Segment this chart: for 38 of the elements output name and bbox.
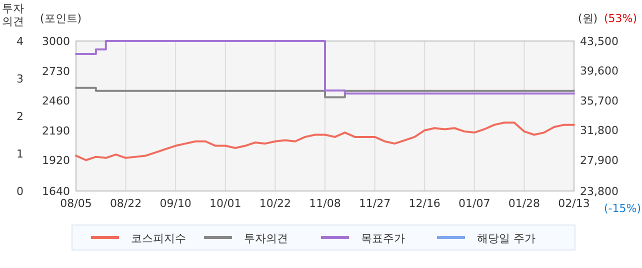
y2-axis-title: (원) [578,12,598,25]
y-tick-label: 3000 [42,35,70,48]
y2-tick-label: 39,600 [580,64,618,78]
x-tick-label: 08/05 [60,197,92,210]
y2-tick-label: 31,800 [580,124,618,138]
line-series [75,122,575,162]
y3-axis-title: 투자 의견 [2,2,24,28]
x-tick-label: 11/08 [309,197,341,210]
x-tick-label: 02/13 [558,197,590,210]
y3-tick-label: 1 [16,148,24,160]
y-tick-label: 1920 [42,154,70,168]
text: (53%) [604,12,638,25]
x-tick-label: 12/16 [408,197,440,210]
x-tick-label: 08/22 [110,197,142,210]
y2-tick-label: 27,900 [580,154,618,167]
y-axis-title: (포인트) [40,12,82,25]
text: (-15%) [604,202,642,215]
x-tick-label: 01/28 [508,197,540,210]
legend-label: 해당일 주가 [477,232,536,245]
y2-tick-label: 35,700 [580,94,618,108]
y2-tick-label: 23,800 [580,185,618,198]
x-tick-label: 01/07 [458,197,490,210]
y-tick-label: 2190 [42,124,70,138]
x-tick-label: 09/10 [160,197,192,210]
legend-label: 목표주가 [361,232,405,245]
legend-label: 코스피지수 [131,232,186,245]
x-tick-label: 10/01 [210,197,242,210]
y3-tick-label: 3 [16,72,24,86]
y-tick-label: 2730 [42,64,70,78]
y3-tick-label: 2 [16,110,24,123]
x-tick-label: 11/27 [358,197,391,210]
y-tick-label: 1640 [42,185,70,198]
y-tick-label: 2460 [42,94,70,108]
y2-tick-label: 43,500 [580,35,618,48]
y3-tick-label: 0 [16,185,24,198]
legend-label: 투자의견 [244,232,288,245]
x-tick-label: 10/22 [259,197,292,210]
y3-tick-label: 4 [16,35,24,48]
